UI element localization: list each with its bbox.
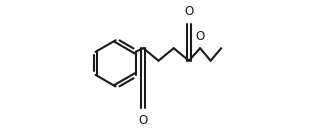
Text: O: O xyxy=(184,5,193,18)
Text: O: O xyxy=(139,114,148,127)
Text: O: O xyxy=(196,30,205,43)
